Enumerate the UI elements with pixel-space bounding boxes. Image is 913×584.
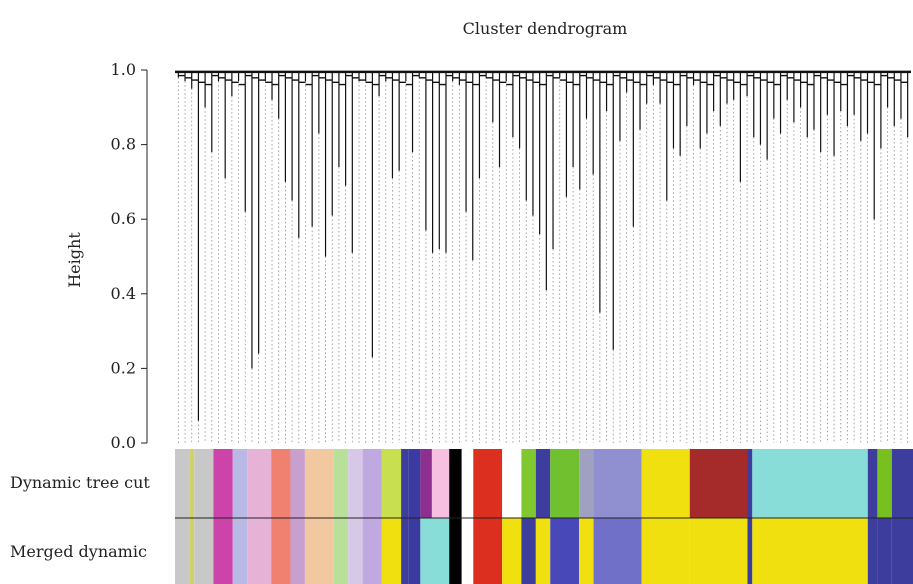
- module-color-segment: [189, 449, 195, 518]
- module-color-segment: [593, 449, 642, 518]
- module-color-segment: [381, 449, 402, 518]
- module-color-segment: [641, 449, 690, 518]
- module-color-segment: [348, 518, 363, 584]
- module-color-segment: [502, 449, 522, 518]
- module-color-segment: [408, 449, 421, 518]
- module-color-segment: [175, 449, 190, 518]
- module-color-segment: [362, 449, 382, 518]
- module-color-segment: [502, 518, 522, 584]
- module-color-segment: [401, 449, 409, 518]
- module-color-segment: [550, 449, 580, 518]
- module-color-segment: [348, 449, 363, 518]
- module-color-segment: [189, 518, 195, 584]
- module-color-segment: [449, 449, 462, 518]
- module-color-segment: [877, 518, 892, 584]
- module-color-segment: [232, 449, 248, 518]
- module-color-segment: [473, 518, 503, 584]
- module-color-segment: [247, 449, 272, 518]
- module-color-segment: [213, 518, 233, 584]
- color-rows: [175, 449, 913, 584]
- dynamic-tree-cut-label: Dynamic tree cut: [10, 473, 150, 492]
- module-color-segment: [461, 518, 474, 584]
- module-color-segment: [535, 518, 551, 584]
- module-color-segment: [550, 518, 580, 584]
- module-color-segment: [431, 449, 450, 518]
- module-color-segment: [408, 518, 421, 584]
- module-color-segment: [449, 518, 462, 584]
- module-color-segment: [579, 449, 594, 518]
- module-color-segment: [752, 518, 868, 584]
- y-tick-label: 0.8: [111, 135, 136, 154]
- dendrogram-branches: [175, 70, 911, 421]
- module-color-segment: [521, 449, 536, 518]
- leaf-guides: [177, 77, 909, 443]
- y-tick-label: 0.2: [111, 358, 136, 377]
- module-color-segment: [333, 449, 349, 518]
- y-tick-label: 0.0: [111, 433, 136, 452]
- module-color-segment: [194, 449, 214, 518]
- module-color-segment: [290, 449, 305, 518]
- module-color-segment: [333, 518, 349, 584]
- merged-dynamic-row: [175, 518, 913, 584]
- y-axis-label: Height: [65, 232, 84, 288]
- module-color-segment: [362, 518, 382, 584]
- module-color-segment: [420, 518, 450, 584]
- module-color-segment: [535, 449, 551, 518]
- module-color-segment: [579, 518, 594, 584]
- y-tick-label: 0.6: [111, 209, 136, 228]
- module-color-segment: [304, 449, 334, 518]
- module-color-segment: [521, 518, 536, 584]
- y-axis: 0.0 0.2 0.4 0.6 0.8 1.0: [111, 60, 148, 452]
- module-color-segment: [867, 449, 878, 518]
- y-tick-label: 1.0: [111, 60, 136, 79]
- module-color-segment: [271, 518, 291, 584]
- module-color-segment: [461, 449, 474, 518]
- module-color-segment: [213, 449, 233, 518]
- module-color-segment: [877, 449, 892, 518]
- module-color-segment: [867, 518, 878, 584]
- module-color-segment: [689, 449, 748, 518]
- module-color-segment: [747, 449, 753, 518]
- module-color-segment: [271, 449, 291, 518]
- module-color-segment: [747, 518, 753, 584]
- module-color-segment: [247, 518, 272, 584]
- module-color-segment: [689, 518, 748, 584]
- module-color-segment: [891, 518, 913, 584]
- module-color-segment: [232, 518, 248, 584]
- chart-title: Cluster dendrogram: [463, 19, 628, 38]
- module-color-segment: [752, 449, 868, 518]
- module-color-segment: [175, 518, 190, 584]
- module-color-segment: [891, 449, 913, 518]
- y-axis-ticks: 0.0 0.2 0.4 0.6 0.8 1.0: [111, 60, 147, 452]
- module-color-segment: [401, 518, 409, 584]
- y-tick-label: 0.4: [111, 284, 136, 303]
- module-color-segment: [194, 518, 214, 584]
- module-color-segment: [420, 449, 432, 518]
- module-color-segment: [473, 449, 503, 518]
- module-color-segment: [381, 518, 402, 584]
- module-color-segment: [290, 518, 305, 584]
- merged-dynamic-label: Merged dynamic: [10, 542, 147, 561]
- module-color-segment: [593, 518, 642, 584]
- dynamic-tree-cut-row: [175, 449, 913, 518]
- module-color-segment: [641, 518, 690, 584]
- module-color-segment: [304, 518, 334, 584]
